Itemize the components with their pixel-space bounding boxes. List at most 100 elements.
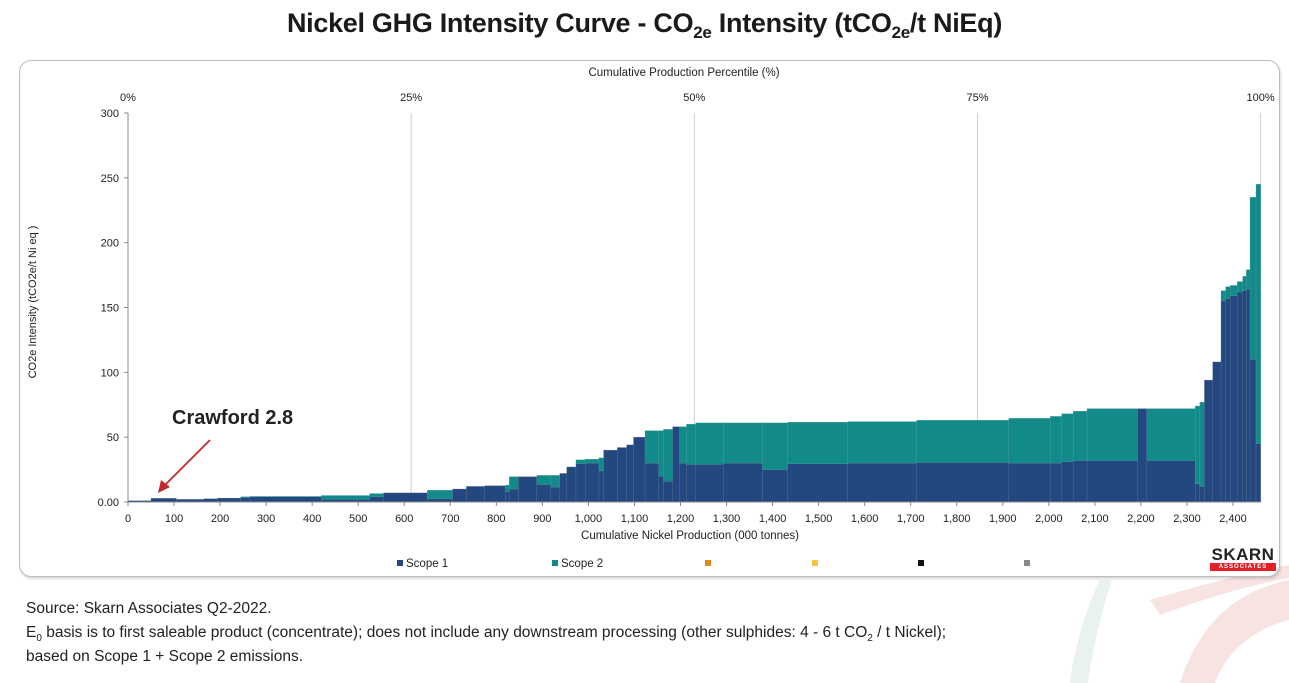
footnote-text: / t Nickel); <box>872 624 947 641</box>
x-tick-label: 1,000 <box>575 513 603 525</box>
x-tick-label: 700 <box>441 513 459 525</box>
scope1-bar <box>505 491 510 503</box>
scope1-bar <box>916 462 1009 503</box>
x-tick-label: 500 <box>349 513 367 525</box>
footnote-scope: based on Scope 1 + Scope 2 emissions. <box>26 648 304 665</box>
annotation-arrow <box>161 439 211 489</box>
legend-swatch <box>397 560 403 566</box>
scope1-bar <box>1137 408 1148 503</box>
background-watermark <box>1070 565 1289 683</box>
x-tick-label: 1,200 <box>667 513 695 525</box>
y-tick-label: 250 <box>101 173 119 185</box>
scope1-bar <box>1008 462 1051 503</box>
annotation-arrowhead <box>158 480 170 493</box>
scope1-bar <box>1220 300 1226 503</box>
scope1-bar <box>240 497 251 503</box>
scope1-bar <box>1242 290 1247 503</box>
bars <box>127 184 1261 503</box>
scope1-bar <box>679 462 687 503</box>
scope1-bar <box>1061 461 1074 503</box>
scope1-bar <box>723 462 763 503</box>
legend: Scope 1 Scope 2 <box>397 558 1030 570</box>
x-tick-label: 1,900 <box>989 513 1017 525</box>
scope2-bar <box>1073 411 1088 461</box>
x-tick-label: 1,700 <box>897 513 925 525</box>
scope1-bar <box>585 462 600 503</box>
legend-swatch <box>918 560 924 566</box>
y-tick-labels: 0.00 50 100 150 200 250 300 <box>98 108 119 509</box>
x-tick-label: 2,100 <box>1081 513 1109 525</box>
scope1-bar <box>686 464 696 503</box>
scope1-bar <box>663 481 673 503</box>
footnote-subscript: 0 <box>36 633 42 645</box>
x-tick-label: 2,300 <box>1173 513 1201 525</box>
x-tick-labels: 0 100 200 300 400 500 600 700 800 900 1,000 1,100 1,… <box>125 513 1247 525</box>
scope1-bar <box>633 436 646 503</box>
y-tick-label: 100 <box>101 367 119 379</box>
scope1-bar <box>150 498 177 503</box>
scope1-bar <box>369 496 384 503</box>
footnote-source: Source: Skarn Associates Q2-2022. <box>26 600 272 617</box>
x-tick-label: 600 <box>395 513 413 525</box>
x-axis-label: Cumulative Nickel Production (000 tonnes… <box>581 530 799 542</box>
scope1-bar <box>566 466 577 503</box>
x-tick-label: 2,200 <box>1127 513 1155 525</box>
x-tick-label: 100 <box>165 513 183 525</box>
scope1-bar <box>1225 298 1231 503</box>
x-tick-label: 1,100 <box>621 513 649 525</box>
scope2-bar <box>663 429 673 482</box>
scope2-bar <box>1242 276 1247 291</box>
y-tick-label: 200 <box>101 238 119 250</box>
legend-swatch <box>552 560 558 566</box>
scope2-bar <box>505 484 510 492</box>
scope1-bar <box>1204 379 1213 503</box>
title-subscript: 2e <box>693 23 712 42</box>
scope1-bar <box>1246 289 1251 503</box>
top-percentile-ticks: 0% 25% 50% 75% 100% <box>120 92 1275 104</box>
scope2-bar <box>1230 285 1238 297</box>
y-tick-label: 150 <box>101 303 119 315</box>
scope2-bar <box>686 424 696 465</box>
scope2-bar <box>1255 184 1261 444</box>
x-tick-label: 800 <box>487 513 505 525</box>
footnote-basis: E0 basis is to first saleable product (c… <box>26 624 946 644</box>
scope1-bar <box>644 462 660 503</box>
scope1-bar <box>559 473 567 503</box>
scope2-bar <box>1246 269 1251 290</box>
scope1-bar <box>217 497 241 503</box>
top-tick-label: 0% <box>120 92 136 104</box>
scope2-bar <box>321 495 370 500</box>
annotation-label: Crawford 2.8 <box>172 407 293 429</box>
scope2-bar <box>644 430 660 464</box>
footnote-text: E <box>26 624 37 641</box>
scope2-bar <box>1199 401 1205 487</box>
scope1-bar <box>695 464 724 503</box>
scope1-bar <box>484 485 506 503</box>
scope1-bar <box>1050 462 1062 503</box>
scope2-bar <box>1050 416 1062 464</box>
legend-label: Scope 1 <box>406 558 448 570</box>
x-tick-label: 300 <box>257 513 275 525</box>
x-tick-label: 200 <box>211 513 229 525</box>
scope1-bar <box>658 475 664 503</box>
x-tick-label: 2,000 <box>1035 513 1063 525</box>
scope1-bar <box>466 486 485 503</box>
top-tick-label: 75% <box>966 92 988 104</box>
scope1-bar <box>518 476 538 503</box>
scope1-bar <box>509 488 519 503</box>
y-tick-label: 0.00 <box>98 497 119 509</box>
legend-swatch <box>705 560 711 566</box>
scope2-bar <box>1008 418 1051 464</box>
title-text: Intensity (tCO <box>711 8 892 38</box>
y-tick-label: 50 <box>107 432 119 444</box>
scope2-bar <box>1225 286 1231 299</box>
legend-swatch <box>812 560 818 566</box>
scope1-bar <box>847 462 917 503</box>
title-subscript: 2e <box>891 23 911 42</box>
scope2-bar <box>536 475 551 485</box>
scope1-bar <box>1073 460 1088 503</box>
scope2-bar <box>847 421 917 464</box>
x-tick-label: 1,500 <box>805 513 833 525</box>
scope1-bar <box>672 426 680 503</box>
scope2-bar <box>550 475 561 488</box>
